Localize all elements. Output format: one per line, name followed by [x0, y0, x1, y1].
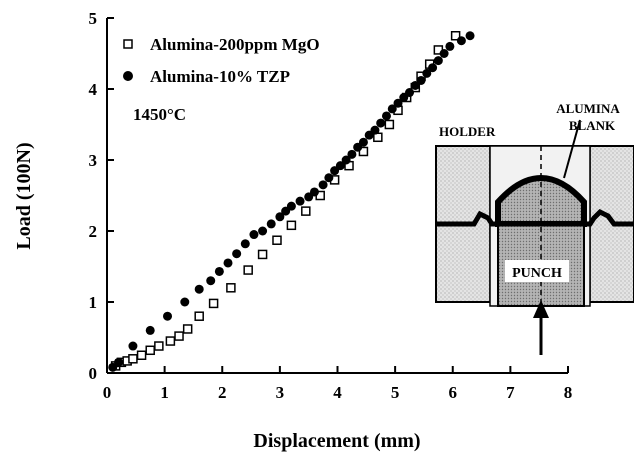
x-tick-label: 8	[564, 383, 573, 402]
data-point-square	[182, 324, 193, 334]
y-tick-label: 3	[89, 151, 98, 170]
data-point-circle	[180, 297, 190, 307]
data-point-square	[145, 345, 155, 356]
blank-label-line-1: ALUMINA	[556, 101, 620, 116]
x-tick-label: 1	[160, 383, 169, 402]
blank-label-line-2: BLANK	[569, 118, 616, 133]
data-point-circle	[318, 180, 328, 190]
data-point-square	[226, 283, 236, 293]
holder-clamp-line	[436, 208, 634, 227]
data-point-circle	[249, 230, 259, 240]
data-point-square	[384, 119, 395, 130]
x-tick-label: 4	[333, 383, 342, 402]
data-point-circle	[309, 187, 319, 197]
data-point-circle	[416, 75, 426, 85]
data-point-circle	[258, 226, 268, 236]
data-point-circle	[206, 276, 216, 286]
data-point-circle	[387, 104, 397, 114]
data-point-circle	[428, 63, 438, 73]
blank-pointer	[563, 119, 581, 179]
data-point-circle	[358, 137, 368, 147]
temperature-annotation: 1450°C	[133, 105, 186, 124]
punch-test-inset: HOLDER ALUMINA BLANK PUNCH	[435, 101, 634, 355]
data-point-circle	[370, 125, 380, 135]
x-tick-label: 3	[276, 383, 285, 402]
y-tick-label: 4	[89, 80, 98, 99]
punch-label-box	[505, 260, 569, 282]
axis-ticks	[106, 17, 569, 374]
data-point-square	[450, 31, 461, 41]
data-point-circle	[439, 49, 449, 58]
legend-label-series-2: Alumina-10% TZP	[150, 67, 290, 86]
data-point-circle	[223, 258, 233, 268]
y-axis-label: Load (100N)	[13, 142, 35, 249]
data-point-circle	[456, 36, 466, 46]
x-tick-label: 5	[391, 383, 400, 402]
data-point-circle	[335, 161, 345, 171]
data-point-circle	[465, 31, 475, 41]
data-point-circle	[341, 155, 351, 165]
data-point-circle	[381, 111, 391, 121]
tick-labels: 0 1 2 3 4 5 6 7 8 0 1 2 3 4 5	[89, 9, 573, 402]
data-point-square	[136, 350, 147, 360]
data-point-circle	[214, 266, 224, 276]
data-point-square	[286, 220, 297, 231]
series-alumina-10pct-tzp	[108, 31, 475, 372]
data-point-circle	[347, 149, 357, 159]
x-tick-label: 6	[449, 383, 458, 402]
data-point-circle	[145, 325, 155, 335]
data-point-circle	[286, 201, 296, 211]
data-point-square	[358, 146, 369, 157]
data-point-circle	[393, 98, 403, 108]
y-tick-label: 2	[89, 222, 98, 241]
data-point-square	[301, 206, 311, 216]
data-point-square	[128, 354, 138, 364]
data-point-square	[243, 265, 253, 275]
data-point-circle	[445, 41, 455, 51]
legend: Alumina-200ppm MgO Alumina-10% TZP	[123, 35, 320, 86]
data-point-circle	[114, 357, 124, 367]
holder-label: HOLDER	[439, 124, 496, 139]
x-tick-label: 2	[218, 383, 227, 402]
data-point-circle	[433, 56, 443, 66]
data-point-square	[272, 235, 282, 245]
x-axis-label: Displacement (mm)	[253, 430, 420, 452]
data-point-circle	[324, 173, 334, 183]
data-point-square	[165, 336, 176, 346]
punch-label: PUNCH	[512, 266, 562, 281]
legend-marker-filled-circle	[123, 71, 133, 81]
data-point-circle	[232, 249, 242, 259]
data-point-circle	[295, 196, 305, 206]
data-point-circle	[405, 88, 415, 98]
y-tick-label: 0	[89, 364, 98, 383]
y-tick-label: 1	[89, 293, 98, 312]
x-tick-label: 7	[506, 383, 515, 402]
data-point-circle	[275, 212, 285, 222]
data-point-square	[174, 331, 184, 341]
load-arrow-head	[533, 300, 549, 318]
data-point-circle	[376, 118, 386, 128]
data-point-square	[154, 341, 164, 351]
x-tick-label: 0	[103, 383, 112, 402]
data-point-circle	[240, 239, 250, 249]
legend-marker-open-square	[123, 39, 133, 49]
data-point-circle	[266, 219, 276, 229]
data-point-square	[208, 298, 219, 309]
data-point-circle	[163, 311, 173, 321]
data-point-square	[194, 311, 204, 321]
legend-label-series-1: Alumina-200ppm MgO	[150, 35, 320, 54]
data-point-circle	[422, 68, 432, 78]
data-point-square	[257, 249, 268, 260]
y-tick-label: 5	[89, 9, 98, 28]
data-point-circle	[194, 284, 204, 294]
data-point-circle	[128, 341, 138, 351]
